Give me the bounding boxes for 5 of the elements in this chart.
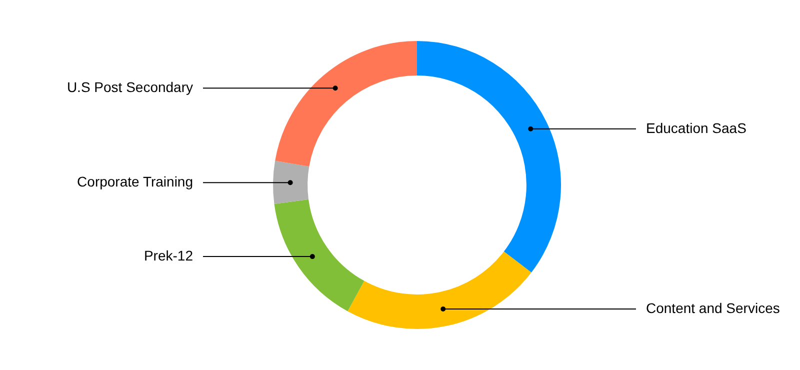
slice-label: Corporate Training	[77, 173, 193, 190]
slice-label: Education SaaS	[646, 120, 746, 136]
slice-label: U.S Post Secondary	[66, 78, 193, 95]
slice-label: Prek-12	[144, 247, 194, 264]
slice-label: Content and Services	[646, 300, 780, 316]
